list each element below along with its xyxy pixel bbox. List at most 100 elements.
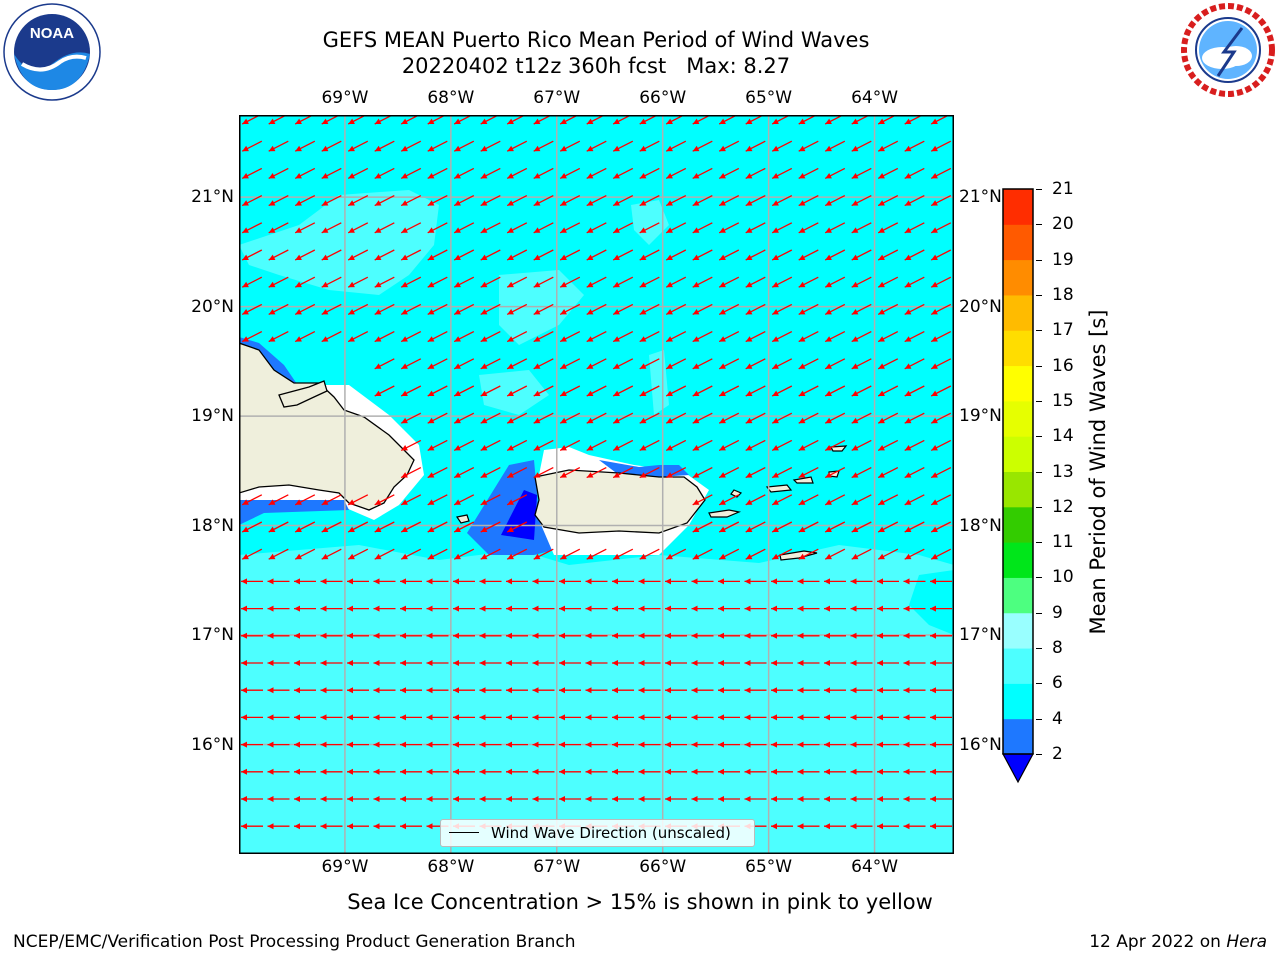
wind-wave-arrow (374, 222, 395, 234)
wind-wave-arrow (453, 521, 475, 533)
wind-wave-arrow (930, 548, 952, 560)
wind-wave-arrow (903, 605, 926, 612)
wind-wave-arrow (797, 660, 820, 666)
wind-wave-arrow (851, 195, 872, 207)
wind-wave-arrow (877, 167, 899, 179)
wind-wave-arrow (506, 412, 528, 424)
colorbar-tick-label: 6 (1052, 673, 1063, 694)
wind-wave-arrow (347, 331, 369, 343)
wind-wave-arrow (294, 303, 316, 315)
wind-wave-arrow (851, 222, 872, 234)
period-4-6-patch-east (909, 570, 954, 635)
wind-wave-arrow (453, 140, 475, 152)
colorbar-tick-label: 2 (1052, 744, 1063, 764)
wind-wave-arrow (533, 195, 554, 207)
wind-wave-arrow (612, 303, 634, 315)
wind-wave-arrow (559, 331, 581, 343)
wind-wave-arrow (850, 768, 873, 775)
wind-wave-arrow (294, 741, 316, 748)
wind-wave-arrow (612, 249, 634, 261)
wind-wave-arrow (718, 358, 740, 370)
colorbar-segment (1003, 294, 1033, 331)
wind-wave-arrow (294, 687, 316, 694)
wind-wave-arrow (877, 385, 899, 397)
wind-wave-arrow (347, 660, 369, 666)
wind-wave-arrow (798, 467, 819, 479)
wind-wave-arrow (506, 167, 528, 179)
wind-wave-arrow (930, 195, 952, 207)
wind-wave-arrow (426, 660, 449, 666)
wind-wave-arrow (586, 548, 607, 560)
wind-wave-arrow (665, 605, 687, 612)
wind-wave-arrow (506, 632, 528, 639)
wind-wave-arrow (427, 494, 448, 506)
wind-wave-arrow (904, 140, 925, 152)
wind-wave-arrow (877, 494, 899, 506)
wind-wave-arrow (532, 741, 555, 748)
wind-wave-arrow (639, 303, 660, 315)
wind-wave-arrow (427, 439, 448, 451)
wind-wave-arrow (824, 768, 846, 775)
wind-wave-arrow (427, 140, 448, 152)
wind-wave-arrow (612, 358, 634, 370)
wind-wave-arrow (559, 714, 581, 721)
wind-wave-arrow (480, 439, 501, 451)
wind-wave-arrow (532, 796, 555, 802)
wind-wave-arrow (453, 494, 475, 506)
colorbar-segment (1003, 718, 1033, 755)
wind-wave-arrow (268, 521, 289, 533)
wind-wave-arrow (851, 385, 872, 397)
wind-wave-arrow (665, 167, 687, 179)
wind-wave-arrow (797, 768, 820, 775)
wind-wave-arrow (426, 741, 449, 748)
wind-wave-arrow (665, 331, 687, 343)
wind-wave-arrow (453, 222, 475, 234)
period-6-8-region (239, 545, 954, 854)
wind-wave-arrow (903, 578, 926, 585)
wind-wave-arrow (639, 140, 660, 152)
wind-wave-arrow (347, 714, 369, 721)
colorbar-tick-mark (1036, 577, 1042, 579)
wind-wave-arrow (585, 796, 608, 802)
wind-wave-arrow (851, 303, 872, 315)
wind-wave-arrow (824, 578, 846, 585)
wind-wave-arrow (718, 439, 740, 451)
wind-wave-arrow (532, 660, 555, 666)
hispaniola-land (239, 342, 415, 511)
wind-wave-arrow (930, 796, 952, 802)
wind-wave-arrow (639, 358, 660, 370)
map-panel: Wind Wave Direction (unscaled) (239, 115, 954, 854)
wind-wave-arrow (241, 140, 263, 152)
wind-wave-arrow (506, 605, 528, 612)
tick-label: 64°W (851, 857, 899, 877)
wind-wave-arrow (771, 521, 793, 533)
wind-wave-arrow (745, 358, 766, 370)
wind-wave-arrow (268, 140, 289, 152)
wind-wave-arrow (426, 632, 449, 639)
wind-wave-arrow (373, 632, 396, 639)
wind-wave-arrow (692, 439, 713, 451)
wind-wave-arrow (320, 660, 343, 666)
wind-wave-arrow (586, 412, 607, 424)
wind-wave-arrow (532, 768, 555, 775)
wind-wave-arrow (400, 632, 422, 639)
wind-wave-arrow (586, 358, 607, 370)
wind-wave-arrow (585, 632, 608, 639)
wind-wave-arrow (267, 823, 290, 830)
wind-wave-arrow (426, 768, 449, 775)
colorbar-tick-label: 15 (1052, 390, 1074, 411)
wind-wave-arrow (427, 385, 448, 397)
wind-wave-arrow (426, 687, 449, 694)
wind-wave-arrow (241, 823, 263, 830)
wind-wave-arrow (665, 222, 687, 234)
wind-wave-arrow (745, 195, 766, 207)
sea-ice-caption: Sea Ice Concentration > 15% is shown in … (347, 890, 933, 914)
wind-wave-arrow (347, 687, 369, 694)
wind-wave-arrow (745, 249, 766, 261)
wind-wave-arrow (639, 222, 660, 234)
wind-wave-arrow (904, 439, 925, 451)
wind-wave-arrow (241, 605, 263, 612)
wind-wave-arrow (320, 768, 343, 775)
colorbar-segment (1003, 189, 1033, 225)
wind-wave-arrow (850, 687, 873, 694)
